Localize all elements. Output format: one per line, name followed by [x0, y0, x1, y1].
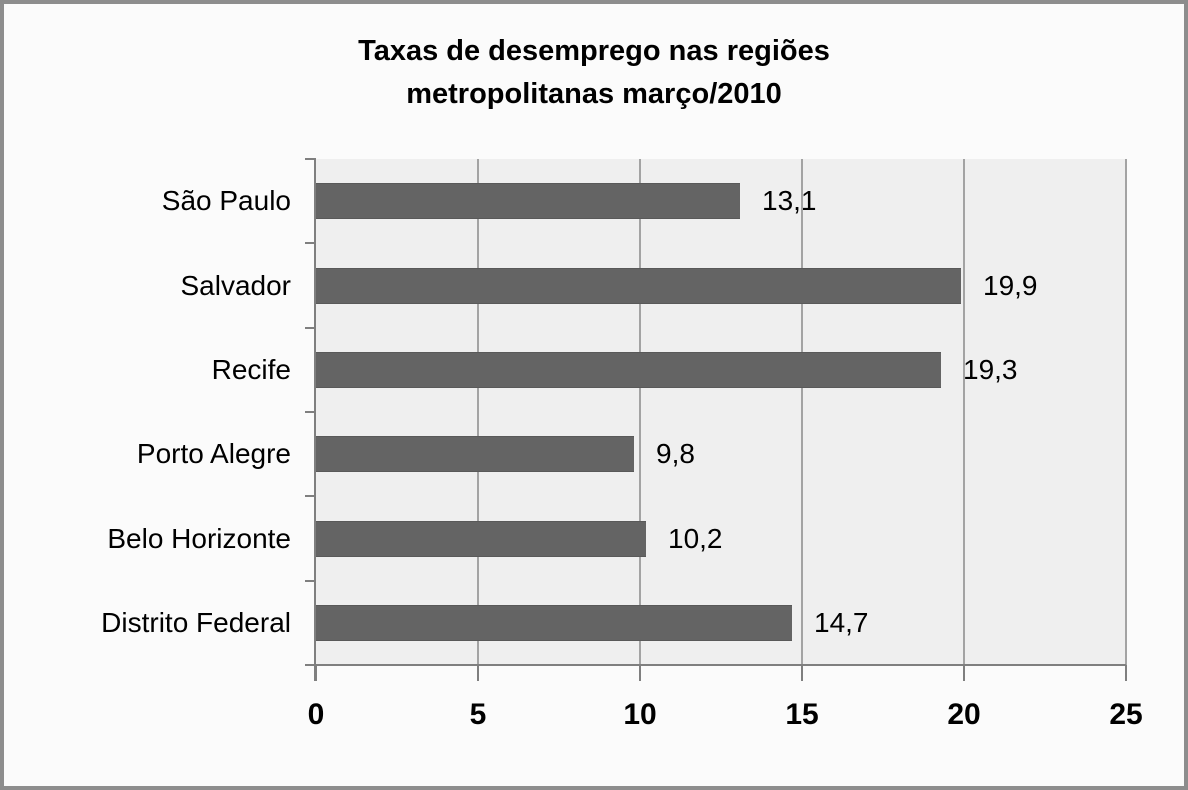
x-axis-tick-label: 20 — [947, 698, 981, 731]
x-axis-tick-label: 15 — [785, 698, 819, 731]
bar — [316, 436, 634, 472]
category-label: Porto Alegre — [136, 438, 291, 469]
x-axis-tick — [315, 665, 317, 681]
x-axis-tick — [477, 665, 479, 681]
bar-value-label: 9,8 — [656, 438, 695, 469]
x-axis-tick-label: 0 — [307, 698, 325, 731]
bar — [316, 352, 941, 388]
y-axis-tick — [305, 411, 316, 413]
y-axis-line — [314, 159, 316, 681]
gridline — [801, 159, 803, 665]
bar-value-label: 19,3 — [963, 354, 1018, 385]
chart-title: Taxas de desemprego nas regiões metropol… — [4, 30, 1184, 116]
category-label: Recife — [211, 354, 291, 385]
chart-title-line1: Taxas de desemprego nas regiões — [358, 35, 830, 67]
x-axis-tick-label: 25 — [1109, 698, 1143, 731]
category-label: Belo Horizonte — [107, 523, 291, 554]
x-axis-tick-label: 10 — [623, 698, 657, 731]
y-axis-tick — [305, 495, 316, 497]
x-axis-tick — [639, 665, 641, 681]
plot-area — [316, 159, 1127, 665]
gridline — [477, 159, 479, 665]
x-axis-line — [305, 664, 1126, 666]
gridline — [639, 159, 641, 665]
bar — [316, 268, 961, 304]
bar — [316, 521, 646, 557]
y-axis-tick — [305, 158, 316, 160]
bar-value-label: 14,7 — [814, 607, 869, 638]
y-axis-tick — [305, 664, 316, 666]
gridline — [1125, 159, 1127, 665]
x-axis-tick-label: 5 — [469, 698, 487, 731]
bar-value-label: 19,9 — [983, 270, 1038, 301]
x-axis-tick — [963, 665, 965, 681]
x-axis-tick — [1125, 665, 1127, 681]
chart-title-line2: metropolitanas março/2010 — [406, 78, 782, 110]
bar-value-label: 10,2 — [668, 523, 723, 554]
x-axis-tick — [801, 665, 803, 681]
bar-value-label: 13,1 — [762, 185, 817, 216]
bar — [316, 605, 792, 641]
category-label: Salvador — [180, 270, 291, 301]
bar — [316, 183, 740, 219]
category-label: Distrito Federal — [101, 607, 291, 638]
category-label: São Paulo — [161, 185, 291, 216]
y-axis-tick — [305, 580, 316, 582]
y-axis-tick — [305, 327, 316, 329]
gridline — [963, 159, 965, 665]
y-axis-tick — [305, 242, 316, 244]
